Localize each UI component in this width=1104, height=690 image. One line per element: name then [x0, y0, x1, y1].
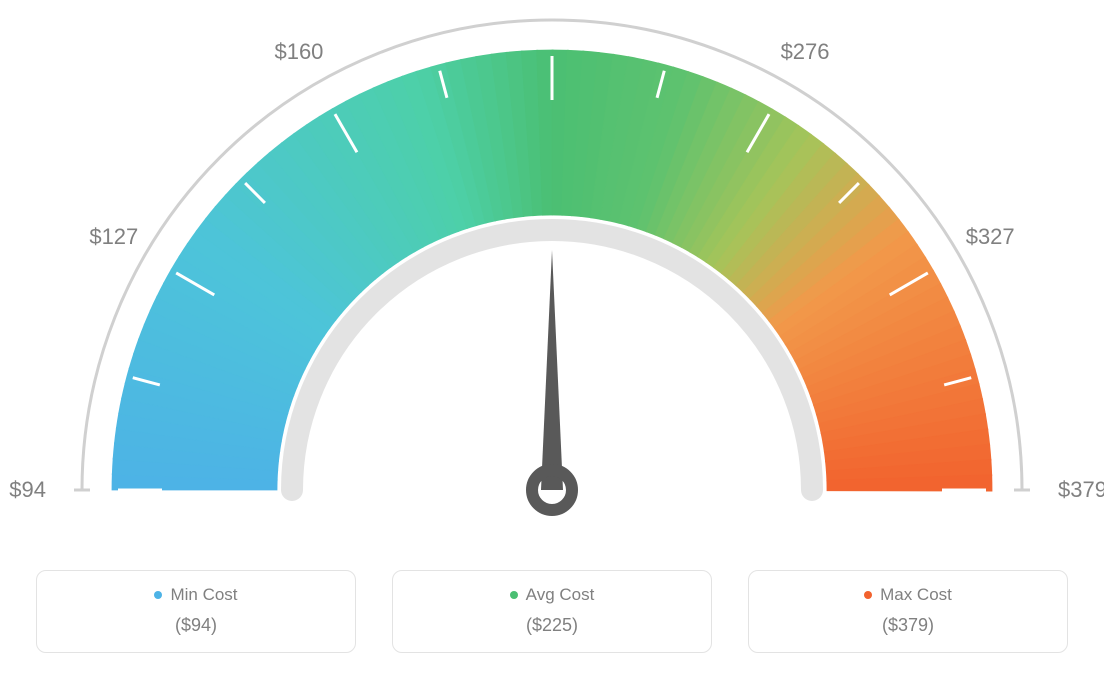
legend-title: Min Cost — [154, 585, 237, 605]
legend-card: Max Cost ($379) — [748, 570, 1068, 653]
legend-dot-icon — [154, 591, 162, 599]
cost-gauge: $94$127$160$225$276$327$379 — [0, 0, 1104, 560]
legend-value: ($379) — [749, 615, 1067, 636]
legend-title-text: Min Cost — [170, 585, 237, 605]
gauge-tick-label: $127 — [89, 224, 138, 249]
legend-dot-icon — [864, 591, 872, 599]
legend-value: ($94) — [37, 615, 355, 636]
gauge-tick-label: $327 — [966, 224, 1015, 249]
gauge-tick-label: $160 — [274, 39, 323, 64]
legend-card: Avg Cost ($225) — [392, 570, 712, 653]
legend-value: ($225) — [393, 615, 711, 636]
legend-card: Min Cost ($94) — [36, 570, 356, 653]
gauge-svg: $94$127$160$225$276$327$379 — [0, 0, 1104, 560]
gauge-tick-label: $379 — [1058, 477, 1104, 502]
legend-row: Min Cost ($94) Avg Cost ($225) Max Cost ($379… — [0, 570, 1104, 653]
legend-title-text: Avg Cost — [526, 585, 595, 605]
legend-title: Avg Cost — [510, 585, 595, 605]
legend-dot-icon — [510, 591, 518, 599]
gauge-needle — [541, 250, 563, 490]
legend-title: Max Cost — [864, 585, 952, 605]
legend-title-text: Max Cost — [880, 585, 952, 605]
gauge-tick-label: $94 — [9, 477, 46, 502]
gauge-tick-label: $276 — [781, 39, 830, 64]
